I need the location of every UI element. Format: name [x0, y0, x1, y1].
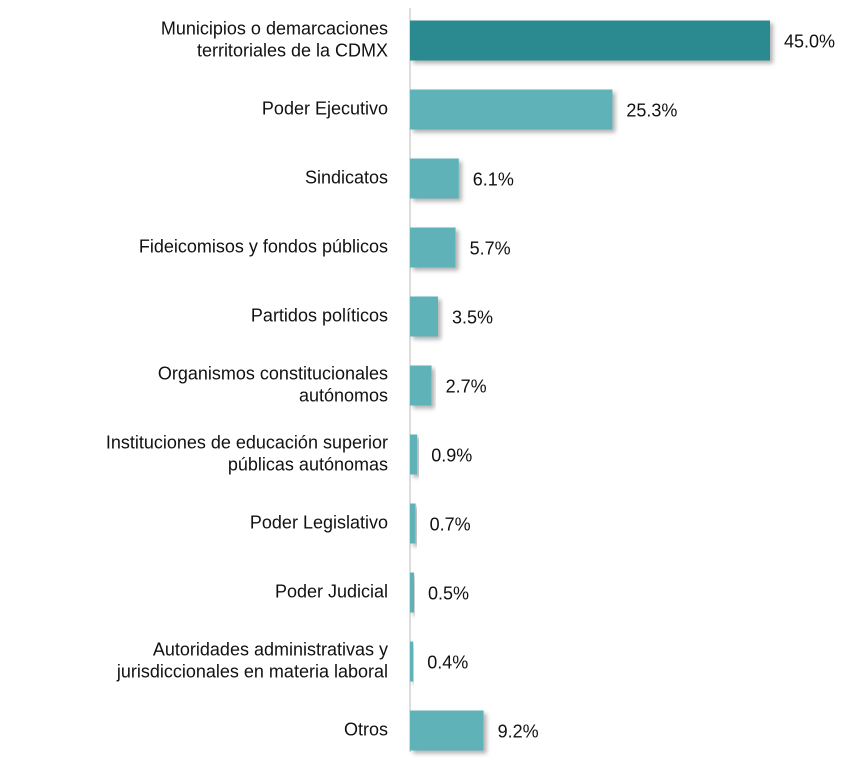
value-label: 2.7%: [446, 376, 487, 396]
y-tick-label: Municipios o demarcaciones territoriales …: [161, 18, 388, 60]
bar: [410, 572, 414, 613]
y-tick-label: Poder Legislativo: [250, 512, 388, 532]
y-tick-label: Organismos constitucionales autónomos: [158, 363, 388, 405]
bar: [410, 365, 432, 406]
bar: [410, 296, 438, 337]
value-label: 0.4%: [427, 652, 468, 672]
value-label: 0.9%: [431, 445, 472, 465]
value-label: 3.5%: [452, 307, 493, 327]
value-label: 6.1%: [473, 169, 514, 189]
bar: [410, 158, 459, 199]
y-tick-label: Autoridades administrativas y jurisdiccio…: [116, 639, 388, 681]
value-label: 0.7%: [430, 514, 471, 534]
bar: [410, 710, 484, 751]
y-tick-label: Instituciones de educación superior públi…: [106, 432, 388, 474]
bar: [410, 20, 770, 61]
y-tick-label: Poder Judicial: [275, 581, 388, 601]
value-label: 0.5%: [428, 583, 469, 603]
value-label: 5.7%: [470, 238, 511, 258]
y-tick-label: Sindicatos: [305, 167, 388, 187]
bar: [410, 227, 456, 268]
value-label: 25.3%: [626, 100, 677, 120]
value-label: 9.2%: [498, 721, 539, 741]
y-tick-label: Fideicomisos y fondos públicos: [139, 236, 388, 256]
value-label: 45.0%: [784, 31, 835, 51]
bar: [410, 503, 416, 544]
y-tick-label: Partidos políticos: [251, 305, 388, 325]
bar: [410, 434, 418, 475]
bar: [410, 641, 414, 682]
bar: [410, 89, 613, 130]
y-tick-label: Otros: [344, 719, 388, 739]
y-tick-label: Poder Ejecutivo: [262, 98, 388, 118]
